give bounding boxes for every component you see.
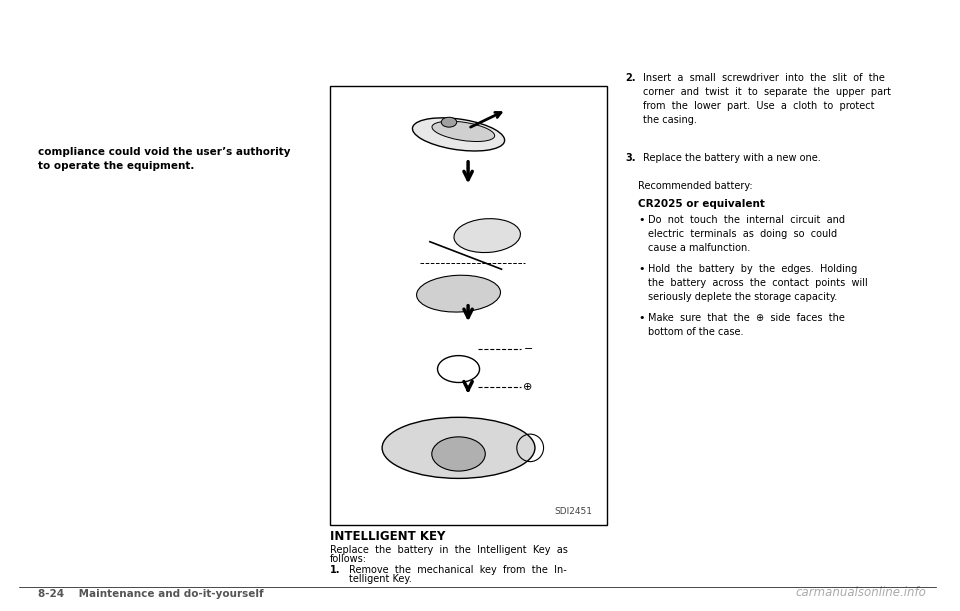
- FancyBboxPatch shape: [329, 86, 607, 525]
- Text: compliance could void the user’s authority
to operate the equipment.: compliance could void the user’s authori…: [38, 147, 291, 170]
- Ellipse shape: [454, 219, 520, 252]
- Text: 1.: 1.: [329, 565, 340, 575]
- Text: INTELLIGENT KEY: INTELLIGENT KEY: [329, 530, 444, 543]
- Text: 2.: 2.: [626, 73, 636, 83]
- Text: Replace  the  battery  in  the  Intelligent  Key  as: Replace the battery in the Intelligent K…: [329, 545, 567, 555]
- Circle shape: [442, 117, 457, 127]
- Ellipse shape: [417, 275, 500, 312]
- Ellipse shape: [413, 118, 505, 151]
- Text: 8-24    Maintenance and do-it-yourself: 8-24 Maintenance and do-it-yourself: [38, 589, 264, 599]
- Text: Do  not  touch  the  internal  circuit  and
electric  terminals  as  doing  so  : Do not touch the internal circuit and el…: [648, 215, 845, 253]
- Text: Replace the battery with a new one.: Replace the battery with a new one.: [643, 153, 821, 163]
- Text: Hold  the  battery  by  the  edges.  Holding
the  battery  across  the  contact : Hold the battery by the edges. Holding t…: [648, 264, 868, 302]
- Circle shape: [438, 356, 480, 382]
- Text: •: •: [638, 215, 644, 225]
- Text: ⊕: ⊕: [523, 382, 533, 392]
- Text: CR2025 or equivalent: CR2025 or equivalent: [638, 199, 765, 208]
- Text: carmanualsonline.info: carmanualsonline.info: [796, 586, 926, 599]
- Text: Recommended battery:: Recommended battery:: [638, 181, 753, 191]
- Text: follows:: follows:: [329, 554, 367, 563]
- Ellipse shape: [382, 417, 535, 478]
- Text: Make  sure  that  the  ⊕  side  faces  the
bottom of the case.: Make sure that the ⊕ side faces the bott…: [648, 313, 845, 337]
- Text: −: −: [523, 345, 533, 354]
- Ellipse shape: [432, 121, 494, 142]
- Circle shape: [432, 437, 486, 471]
- Text: •: •: [638, 264, 644, 274]
- Text: •: •: [638, 313, 644, 323]
- Text: Insert  a  small  screwdriver  into  the  slit  of  the
corner  and  twist  it  : Insert a small screwdriver into the slit…: [643, 73, 891, 125]
- Text: Remove  the  mechanical  key  from  the  In-: Remove the mechanical key from the In-: [348, 565, 566, 575]
- Text: 3.: 3.: [626, 153, 636, 163]
- Text: SDI2451: SDI2451: [554, 507, 592, 516]
- Text: telligent Key.: telligent Key.: [348, 574, 412, 584]
